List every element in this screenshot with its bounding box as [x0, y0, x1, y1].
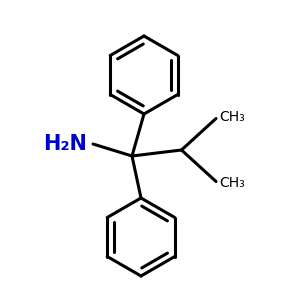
Text: H₂N: H₂N — [43, 134, 87, 154]
Text: CH₃: CH₃ — [219, 110, 245, 124]
Text: CH₃: CH₃ — [219, 176, 245, 190]
